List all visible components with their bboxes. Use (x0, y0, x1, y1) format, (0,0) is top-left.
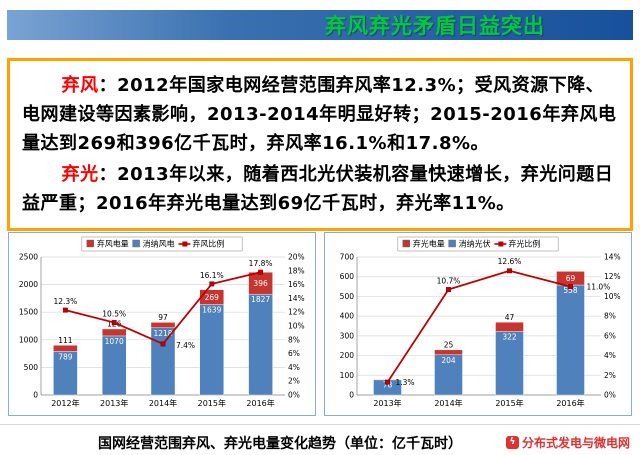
svg-text:700: 700 (340, 253, 355, 262)
charts-caption: 国网经营范围弃风、弃光电量变化趋势（单位：亿千瓦时） (98, 436, 462, 452)
solar-summary-paragraph: 弃光：2013年以来，随着西北光伏装机容量快速增长，弃光问题日益严重；2016年… (22, 161, 618, 219)
svg-text:1218: 1218 (153, 329, 172, 338)
svg-text:0: 0 (33, 391, 38, 400)
svg-text:1000: 1000 (19, 335, 38, 344)
wind-curtailment-chart: 0 500 1000 1500 2000 2500 0% 2% 4% 6% 8% 10% 12% 14% 1… (19, 236, 305, 408)
svg-text:消纳光伏: 消纳光伏 (459, 239, 491, 249)
svg-text:16.1%: 16.1% (200, 271, 224, 280)
wind-summary-text: ：2012年国家电网经营范围弃风率12.3%；受风资源下降、电网建设等因素影响，… (22, 75, 617, 154)
svg-text:2014年: 2014年 (149, 398, 177, 408)
page-title: 弃风弃光矛盾日益突出 (325, 14, 545, 38)
svg-text:12.3%: 12.3% (53, 297, 77, 306)
svg-text:0%: 0% (288, 391, 300, 400)
svg-text:弃风电量: 弃风电量 (97, 239, 129, 249)
svg-text:4%: 4% (604, 351, 616, 360)
svg-text:14%: 14% (288, 294, 305, 303)
svg-text:200: 200 (340, 351, 355, 360)
svg-text:269: 269 (205, 293, 220, 302)
svg-text:97: 97 (158, 313, 168, 322)
svg-text:47: 47 (505, 313, 515, 322)
svg-text:100: 100 (340, 371, 355, 380)
solar-summary-text: ：2013年以来，随着西北光伏装机容量快速增长，弃光问题日益严重；2016年弃光… (22, 164, 614, 215)
svg-text:2%: 2% (604, 371, 616, 380)
svg-text:弃光电量: 弃光电量 (413, 239, 445, 249)
svg-text:弃光比例: 弃光比例 (508, 239, 540, 249)
svg-text:4%: 4% (288, 363, 300, 372)
svg-text:6%: 6% (288, 349, 300, 358)
watermark-text: 分布式发电与微电网 (521, 436, 630, 450)
svg-text:1.3%: 1.3% (396, 378, 415, 387)
solar-keyword: 弃光 (61, 164, 99, 186)
svg-text:111: 111 (58, 336, 73, 345)
svg-text:396: 396 (253, 279, 268, 288)
svg-text:2012年: 2012年 (51, 398, 79, 408)
svg-text:16%: 16% (288, 280, 305, 289)
svg-text:1070: 1070 (105, 337, 124, 346)
svg-text:2500: 2500 (19, 253, 38, 262)
svg-text:消纳风电: 消纳风电 (143, 239, 175, 249)
svg-text:10%: 10% (288, 322, 305, 331)
svg-text:69: 69 (566, 274, 576, 283)
svg-text:14%: 14% (604, 253, 621, 262)
svg-text:11.0%: 11.0% (587, 283, 611, 292)
svg-text:弃风比例: 弃风比例 (192, 239, 224, 249)
svg-text:2016年: 2016年 (246, 398, 274, 408)
wind-keyword: 弃风 (61, 75, 99, 96)
charts-row: 0 500 1000 1500 2000 2500 0% 2% 4% 6% 8% 10% 12% 14% 1… (8, 232, 632, 416)
svg-text:2014年: 2014年 (434, 398, 462, 408)
wind-summary-paragraph: 弃风：2012年国家电网经营范围弃风率12.3%；受风资源下降、电网建设等因素影… (22, 72, 618, 158)
svg-text:78: 78 (383, 381, 393, 390)
svg-text:0: 0 (349, 391, 354, 400)
footer: 国网经营范围弃风、弃光电量变化趋势（单位：亿千瓦时） ϟ 分布式发电与微电网 (0, 424, 640, 455)
svg-text:10.5%: 10.5% (102, 310, 126, 319)
svg-text:500: 500 (24, 363, 39, 372)
svg-text:2%: 2% (288, 377, 300, 386)
watermark: ϟ 分布式发电与微电网 (505, 434, 630, 451)
wind-chart-panel: 0 500 1000 1500 2000 2500 0% 2% 4% 6% 8% 10% 12% 14% 1… (8, 232, 316, 416)
svg-text:2000: 2000 (19, 280, 38, 289)
svg-text:12%: 12% (288, 308, 305, 317)
svg-text:400: 400 (340, 312, 355, 321)
svg-text:7.4%: 7.4% (176, 341, 195, 350)
summary-box: 弃风：2012年国家电网经营范围弃风率12.3%；受风资源下降、电网建设等因素影… (7, 58, 633, 231)
svg-text:25: 25 (444, 340, 454, 349)
svg-text:12.6%: 12.6% (498, 257, 522, 266)
svg-text:1500: 1500 (19, 308, 38, 317)
svg-text:17.8%: 17.8% (249, 259, 273, 268)
solar-curtailment-chart: 0 100 200 300 400 500 600 700 0% 2% 4% 6% 8% 10% 12% 14… (340, 236, 621, 408)
svg-text:6%: 6% (604, 331, 616, 340)
svg-text:2013年: 2013年 (373, 398, 401, 408)
solar-chart-panel: 0 100 200 300 400 500 600 700 0% 2% 4% 6% 8% 10% 12% 14… (324, 232, 632, 416)
svg-text:8%: 8% (288, 335, 300, 344)
svg-text:2015年: 2015年 (198, 398, 226, 408)
svg-text:322: 322 (502, 333, 517, 342)
svg-text:2013年: 2013年 (100, 398, 128, 408)
svg-text:2015年: 2015年 (495, 398, 523, 408)
svg-text:2016年: 2016年 (556, 398, 584, 408)
svg-text:204: 204 (441, 356, 456, 365)
title-bar: 弃风弃光矛盾日益突出 (7, 10, 633, 40)
svg-text:0%: 0% (604, 391, 616, 400)
svg-text:12%: 12% (604, 272, 621, 281)
svg-text:20%: 20% (288, 253, 305, 262)
svg-text:789: 789 (58, 352, 73, 361)
svg-text:10.7%: 10.7% (437, 277, 461, 286)
svg-text:558: 558 (563, 286, 578, 295)
svg-text:10%: 10% (604, 292, 621, 301)
svg-text:1639: 1639 (202, 306, 221, 315)
svg-text:18%: 18% (288, 266, 305, 275)
bolt-icon: ϟ (505, 436, 519, 449)
svg-text:300: 300 (340, 331, 355, 340)
svg-text:1827: 1827 (251, 295, 270, 304)
svg-text:500: 500 (340, 292, 355, 301)
svg-text:8%: 8% (604, 312, 616, 321)
svg-text:600: 600 (340, 272, 355, 281)
